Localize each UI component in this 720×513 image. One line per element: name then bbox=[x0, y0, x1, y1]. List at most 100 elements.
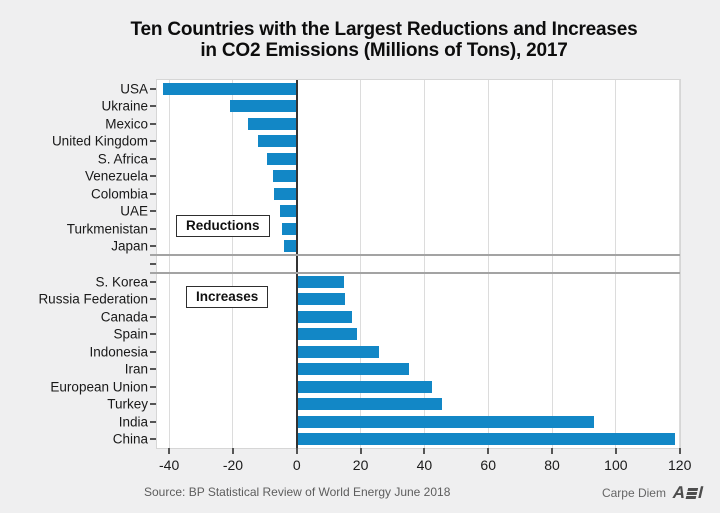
category-label: Iran bbox=[124, 361, 148, 377]
y-axis-tick bbox=[150, 403, 156, 406]
bar-russia-federation bbox=[296, 293, 345, 306]
y-axis-tick bbox=[150, 192, 156, 195]
x-tick-label: -40 bbox=[159, 457, 180, 473]
y-axis-tick bbox=[150, 175, 156, 178]
x-axis-tick bbox=[168, 448, 171, 454]
category-label: Turkmenistan bbox=[66, 221, 148, 237]
bar-mexico bbox=[248, 117, 297, 130]
bar-ukraine bbox=[230, 100, 297, 113]
category-label: Indonesia bbox=[89, 344, 148, 360]
chart-title-line1: Ten Countries with the Largest Reduction… bbox=[130, 19, 638, 40]
chart-title: Ten Countries with the Largest Reduction… bbox=[0, 19, 720, 61]
y-axis-tick bbox=[150, 227, 156, 230]
category-label: Spain bbox=[113, 326, 148, 342]
y-axis-tick bbox=[150, 157, 156, 160]
y-axis-tick bbox=[150, 245, 156, 248]
plot-area: Reductions Increases -40 -20 0 20 40 60 80 100 1… bbox=[150, 79, 691, 473]
gridline bbox=[423, 80, 425, 448]
x-tick-label: 20 bbox=[352, 457, 369, 473]
x-tick-label: 80 bbox=[544, 457, 560, 473]
bar-venezuela bbox=[273, 170, 297, 183]
y-axis-tick bbox=[150, 210, 156, 213]
category-label: S. Africa bbox=[97, 151, 148, 167]
y-axis-tick bbox=[150, 140, 156, 143]
bar-united-kingdom bbox=[258, 135, 297, 148]
y-axis-tick bbox=[150, 438, 156, 441]
category-label: United Kingdom bbox=[51, 133, 148, 149]
category-label: Colombia bbox=[90, 186, 148, 202]
gridline bbox=[360, 80, 362, 448]
bar-uae bbox=[279, 205, 297, 218]
bar-canada bbox=[296, 310, 352, 323]
y-axis-tick bbox=[150, 333, 156, 336]
x-axis-tick bbox=[359, 448, 362, 454]
category-label: Japan bbox=[111, 238, 148, 254]
gridline bbox=[615, 80, 617, 448]
category-label: European Union bbox=[50, 379, 148, 395]
bar-european-union bbox=[296, 380, 433, 393]
x-axis-tick bbox=[231, 448, 234, 454]
y-axis-tick bbox=[150, 315, 156, 318]
category-label: India bbox=[118, 414, 148, 430]
bar-turkey bbox=[296, 398, 442, 411]
x-axis-tick bbox=[678, 448, 681, 454]
y-axis-tick bbox=[150, 280, 156, 283]
x-axis-tick bbox=[423, 448, 426, 454]
source-note: Source: BP Statistical Review of World E… bbox=[144, 485, 451, 499]
category-label: Canada bbox=[100, 309, 148, 325]
bar-japan bbox=[284, 240, 297, 253]
y-axis-tick bbox=[150, 263, 156, 265]
x-axis-tick bbox=[295, 448, 298, 454]
panel-separator-line bbox=[150, 271, 680, 274]
gridline bbox=[679, 80, 681, 448]
gridline bbox=[551, 80, 553, 448]
y-axis-tick bbox=[150, 420, 156, 423]
bar-indonesia bbox=[296, 345, 380, 358]
bar-turkmenistan bbox=[281, 222, 297, 235]
aei-letter-e-bars bbox=[685, 487, 699, 499]
bar-s-africa bbox=[266, 152, 297, 165]
category-label: USA bbox=[120, 81, 148, 97]
y-axis-tick bbox=[150, 350, 156, 353]
y-axis-tick bbox=[150, 105, 156, 108]
bar-iran bbox=[296, 363, 410, 376]
y-axis-tick bbox=[150, 368, 156, 371]
gridline bbox=[487, 80, 489, 448]
gridline bbox=[168, 80, 170, 448]
x-tick-label: 40 bbox=[416, 457, 433, 473]
bar-s-korea bbox=[296, 275, 344, 288]
bar-india bbox=[296, 415, 594, 428]
category-label: China bbox=[112, 431, 148, 447]
y-axis-tick bbox=[150, 87, 156, 90]
y-axis-tick bbox=[150, 298, 156, 301]
panel-separator-line bbox=[150, 254, 680, 257]
reductions-group-label: Reductions bbox=[176, 215, 270, 237]
chart-title-line2: in CO2 Emissions (Millions of Tons), 201… bbox=[200, 40, 568, 61]
bar-colombia bbox=[274, 187, 297, 200]
category-label: UAE bbox=[120, 203, 148, 219]
y-axis-tick bbox=[150, 122, 156, 125]
x-tick-label: 60 bbox=[480, 457, 497, 473]
aei-letter-i: I bbox=[696, 483, 706, 502]
x-tick-label: 120 bbox=[667, 457, 692, 473]
x-tick-label: -20 bbox=[222, 457, 244, 473]
x-tick-label: 100 bbox=[604, 457, 628, 473]
increases-group-label: Increases bbox=[186, 286, 269, 308]
category-label: Russia Federation bbox=[38, 291, 148, 307]
category-axis: USA Ukraine Mexico United Kingdom S. Africa V… bbox=[0, 80, 157, 448]
category-label: Mexico bbox=[105, 116, 148, 132]
category-label: Ukraine bbox=[101, 98, 148, 114]
x-tick-label: 0 bbox=[292, 457, 301, 473]
x-axis-tick bbox=[487, 448, 490, 454]
category-label: Venezuela bbox=[84, 168, 148, 184]
x-axis-tick bbox=[551, 448, 554, 454]
y-axis-tick bbox=[150, 385, 156, 388]
category-label: Turkey bbox=[107, 396, 148, 412]
carpe-diem-label: Carpe Diem bbox=[601, 486, 666, 500]
category-label: S. Korea bbox=[95, 274, 148, 290]
x-axis-tick bbox=[614, 448, 617, 454]
gridline bbox=[232, 80, 234, 448]
